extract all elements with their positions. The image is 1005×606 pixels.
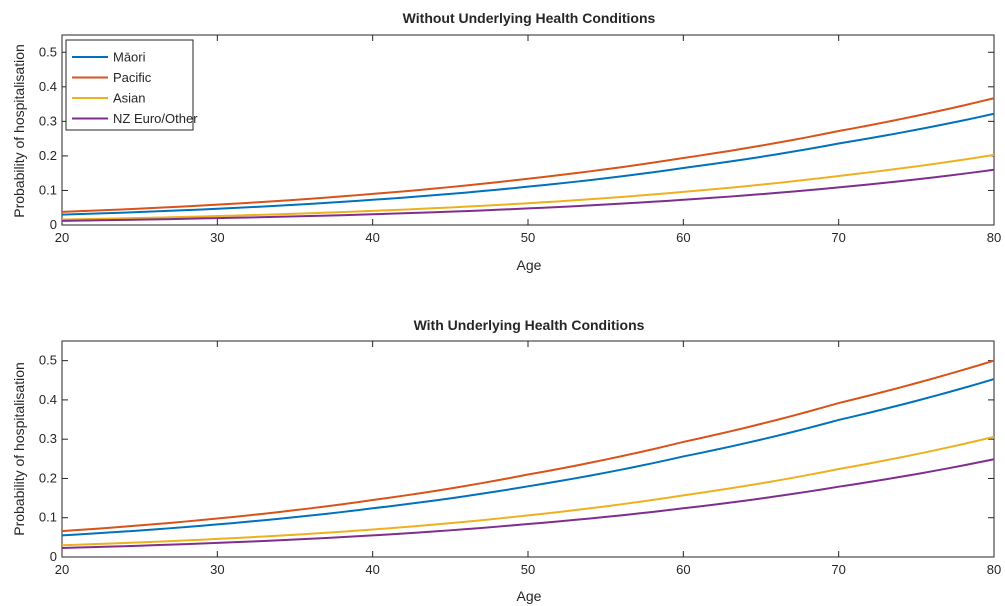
legend-label: Pacific (113, 70, 152, 85)
y-tick-label: 0.4 (39, 392, 57, 407)
series-line (61, 435, 995, 547)
y-tick-label: 0 (50, 549, 57, 564)
bottom-subplot: With Underlying Health Conditions 20 30 40… (11, 317, 1001, 604)
axis-ticks: 20 30 40 50 60 70 80 0 0.1 0.2 0.3 0.4 0.5 (39, 341, 1001, 577)
plot-area-frame (61, 34, 995, 226)
y-tick-label: 0.3 (39, 113, 57, 128)
x-tick-label: 80 (987, 230, 1001, 245)
chart-title: With Underlying Health Conditions (414, 317, 645, 333)
y-axis-label: Probability of hospitalisation (11, 362, 27, 536)
x-tick-label: 60 (676, 230, 690, 245)
chart-title: Without Underlying Health Conditions (403, 10, 656, 26)
x-tick-label: 50 (521, 230, 535, 245)
axis-ticks: 20 30 40 50 60 70 80 0 0.1 0.2 0.3 0.4 0.5 (39, 35, 1001, 245)
y-tick-label: 0.2 (39, 470, 57, 485)
y-tick-label: 0.1 (39, 510, 57, 525)
series-line (61, 359, 995, 533)
y-tick-label: 0.5 (39, 44, 57, 59)
y-tick-label: 0.3 (39, 431, 57, 446)
series-line (61, 153, 995, 221)
legend-box (65, 39, 194, 131)
y-tick-label: 0.1 (39, 182, 57, 197)
x-tick-label: 20 (55, 562, 69, 577)
top-subplot: Without Underlying Health Conditions 20 3… (11, 10, 1001, 273)
legend-label: NZ Euro/Other (113, 111, 198, 126)
x-tick-label: 40 (365, 562, 379, 577)
legend-label: Māori (113, 50, 146, 65)
x-tick-label: 30 (210, 562, 224, 577)
series-lines (61, 97, 995, 222)
x-tick-label: 80 (987, 562, 1001, 577)
series-line (61, 97, 995, 213)
series-lines (61, 359, 995, 549)
legend-label: Asian (113, 91, 146, 106)
series-line (61, 458, 995, 549)
x-tick-label: 40 (365, 230, 379, 245)
series-line (61, 378, 995, 537)
y-tick-label: 0.4 (39, 79, 57, 94)
y-tick-label: 0.5 (39, 353, 57, 368)
plot-area-frame (61, 340, 995, 558)
y-axis-label: Probability of hospitalisation (11, 44, 27, 218)
x-tick-label: 60 (676, 562, 690, 577)
series-line (61, 168, 995, 222)
x-tick-label: 20 (55, 230, 69, 245)
series-line (61, 112, 995, 216)
x-axis-label: Age (517, 588, 542, 604)
x-tick-label: 50 (521, 562, 535, 577)
x-tick-label: 70 (831, 230, 845, 245)
y-tick-label: 0 (50, 217, 57, 232)
x-tick-label: 70 (831, 562, 845, 577)
y-tick-label: 0.2 (39, 148, 57, 163)
x-tick-label: 30 (210, 230, 224, 245)
x-axis-label: Age (517, 257, 542, 273)
legend: Māori Pacific Asian NZ Euro/Other (65, 39, 198, 131)
